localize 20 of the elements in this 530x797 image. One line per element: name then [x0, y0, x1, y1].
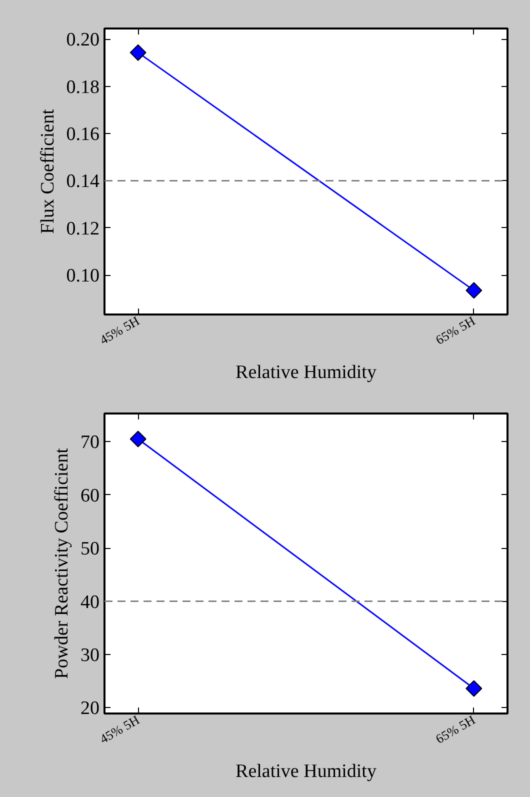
- x-tick-label: 65% 5H: [432, 712, 478, 746]
- y-tick-label: 0.12: [66, 218, 100, 240]
- y-tick-label: 50: [80, 538, 100, 560]
- y-tick-label: 0.14: [66, 171, 100, 192]
- x-axis-title: Relative Humidity: [236, 760, 377, 782]
- y-tick-label: 20: [80, 698, 100, 720]
- y-axis-title: Powder Reactivity Coefficient: [52, 447, 72, 679]
- y-tick-label: 70: [80, 432, 100, 454]
- y-tick-label: 60: [80, 485, 100, 506]
- y-tick-label: 0.18: [66, 76, 100, 98]
- x-axis-title: Relative Humidity: [236, 362, 377, 383]
- x-tick-label: 45% 5H: [97, 313, 142, 348]
- x-tick-label: 65% 5H: [432, 313, 478, 348]
- y-tick-label: 0.20: [66, 30, 100, 51]
- x-tick-label: 45% 5H: [97, 712, 142, 746]
- y-tick-label: 0.16: [66, 124, 100, 146]
- y-tick-label: 40: [80, 592, 100, 613]
- y-tick-label: 0.10: [66, 266, 100, 287]
- y-tick-label: 30: [80, 644, 100, 666]
- y-axis-title: Flux Coefficient: [37, 108, 58, 234]
